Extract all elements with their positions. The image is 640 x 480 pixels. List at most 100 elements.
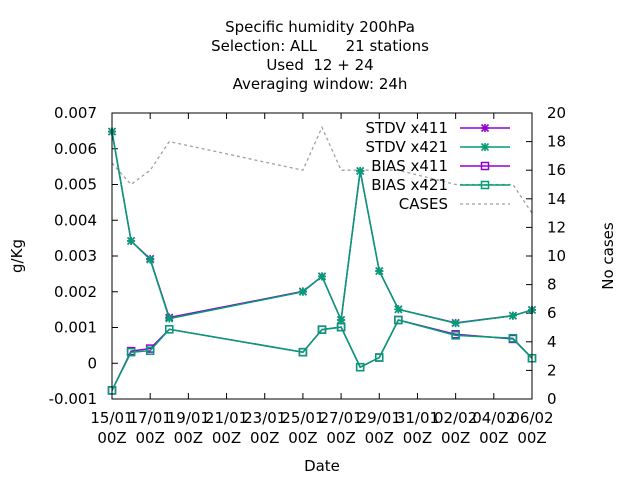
data-point (480, 123, 490, 133)
legend-item: BIAS x411 (371, 157, 510, 175)
data-point (337, 315, 346, 325)
data-point (298, 287, 307, 296)
x-tick-label-date: 06/02 (510, 409, 553, 427)
data-point (165, 314, 174, 323)
data-point (480, 180, 490, 190)
y2-tick-label: 18 (547, 133, 566, 151)
data-point (394, 305, 403, 314)
y-tick-labels: -0.001 0 0.001 0.002 0.003 0.004 0.005 0.006 0.0… (49, 104, 97, 408)
y-tick-label: 0.007 (54, 104, 97, 122)
series-stdv-x421 (107, 127, 537, 328)
y-tick-label: 0.002 (54, 283, 97, 301)
x-tick-label-date: 17/01 (129, 409, 172, 427)
plot-border (111, 112, 533, 400)
y2-tick-label: 12 (547, 218, 566, 236)
data-point (508, 311, 517, 320)
x-tick-label-date: 23/01 (243, 409, 286, 427)
x-tick-label-hour: 00Z (517, 429, 546, 447)
y2-tick-label: 4 (547, 333, 557, 351)
y-tick-label: 0.001 (54, 319, 97, 337)
x-tick-label-date: 19/01 (167, 409, 210, 427)
y-tick-label: 0 (87, 354, 97, 372)
series-stdv-x411 (107, 127, 537, 327)
y2-tick-label: 20 (547, 104, 566, 122)
x-tick-label-hour: 00Z (97, 429, 126, 447)
legend-label: BIAS x411 (371, 157, 448, 175)
y2-tick-label: 0 (547, 390, 557, 408)
data-point (146, 255, 155, 264)
series-line (111, 125, 533, 214)
x-tick-label-hour: 00Z (479, 429, 508, 447)
data-point (126, 347, 136, 357)
data-point (317, 272, 327, 281)
x-tick-label-date: 25/01 (281, 409, 324, 427)
y-tick-label: -0.001 (49, 390, 97, 408)
x-tick-label-date: 21/01 (205, 409, 248, 427)
x-tick-label-hour: 00Z (288, 429, 317, 447)
data-point (145, 346, 155, 355)
y2-tick-label: 8 (547, 276, 557, 294)
data-point (480, 142, 490, 152)
data-point (356, 166, 365, 175)
axis-ticks (111, 112, 533, 400)
x-tick-label-hour: 00Z (365, 429, 394, 447)
y-tick-label: 0.003 (54, 247, 97, 265)
title-line: Averaging window: 24h (233, 75, 408, 93)
title-line: Selection: ALL 21 stations (211, 37, 429, 55)
legend-item: STDV x411 (365, 119, 510, 137)
y-tick-label: 0.005 (54, 176, 97, 194)
legend-item: STDV x421 (365, 138, 510, 156)
data-point (508, 333, 518, 343)
x-axis-label: Date (304, 457, 340, 475)
y-tick-label: 0.006 (54, 140, 97, 158)
legend-item: BIAS x421 (371, 176, 510, 194)
data-point (355, 362, 365, 372)
series-line (111, 319, 533, 391)
y-tick-label: 0.004 (54, 211, 97, 229)
data-point (127, 236, 136, 246)
data-point (451, 319, 460, 328)
data-point (298, 347, 308, 357)
x-tick-label-date: 27/01 (319, 409, 362, 427)
x-tick-labels: 15/0100Z17/0100Z19/0100Z21/0100Z23/0100Z… (90, 409, 553, 447)
y2-tick-label: 2 (547, 361, 557, 379)
title-line: Specific humidity 200hPa (225, 18, 415, 36)
data-point (165, 325, 174, 334)
legend-label: STDV x421 (365, 138, 448, 156)
y2-tick-labels: 0 2 4 6 8 10 12 14 16 18 20 (547, 104, 566, 408)
x-tick-label-hour: 00Z (212, 429, 241, 447)
x-tick-label-date: 04/02 (472, 409, 515, 427)
y2-tick-label: 14 (547, 190, 566, 208)
data-point (480, 161, 490, 171)
data-point (317, 325, 327, 334)
series-bias-x421 (107, 315, 537, 395)
x-tick-label-hour: 00Z (403, 429, 432, 447)
series-line (111, 131, 533, 324)
x-tick-label-hour: 00Z (135, 429, 164, 447)
x-tick-label-hour: 00Z (326, 429, 355, 447)
x-tick-label-hour: 00Z (250, 429, 279, 447)
data-point (375, 353, 384, 362)
series (107, 125, 537, 395)
x-tick-label-date: 02/02 (434, 409, 477, 427)
x-tick-label-date: 31/01 (396, 409, 439, 427)
data-point (451, 331, 460, 340)
x-tick-label-date: 15/01 (90, 409, 133, 427)
x-tick-label-date: 29/01 (358, 409, 401, 427)
legend-label: BIAS x421 (371, 176, 448, 194)
title-line: Used 12 + 24 (266, 56, 373, 74)
series-line (111, 131, 533, 324)
x-tick-label-hour: 00Z (441, 429, 470, 447)
x-tick-label-hour: 00Z (174, 429, 203, 447)
data-point (394, 315, 403, 325)
series-cases (111, 125, 533, 214)
y2-axis-label: No cases (599, 222, 617, 290)
y2-tick-label: 10 (547, 247, 566, 265)
legend-item: CASES (399, 195, 510, 213)
y2-tick-label: 16 (547, 161, 566, 179)
legend-label: CASES (399, 195, 448, 213)
data-point (375, 266, 384, 276)
